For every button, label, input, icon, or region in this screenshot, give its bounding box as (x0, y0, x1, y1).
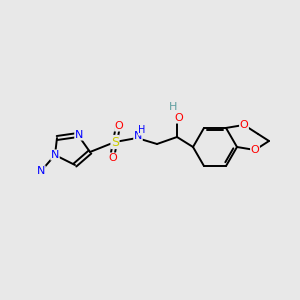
Text: H: H (138, 125, 146, 135)
Text: N: N (37, 166, 45, 176)
Text: O: O (175, 113, 183, 123)
Text: O: O (115, 121, 123, 131)
Text: N: N (134, 131, 142, 141)
Text: O: O (109, 153, 117, 163)
Text: N: N (51, 150, 59, 160)
Text: O: O (250, 145, 260, 155)
Text: N: N (75, 130, 83, 140)
Text: S: S (111, 136, 119, 148)
Text: H: H (169, 102, 177, 112)
Text: O: O (240, 120, 248, 130)
